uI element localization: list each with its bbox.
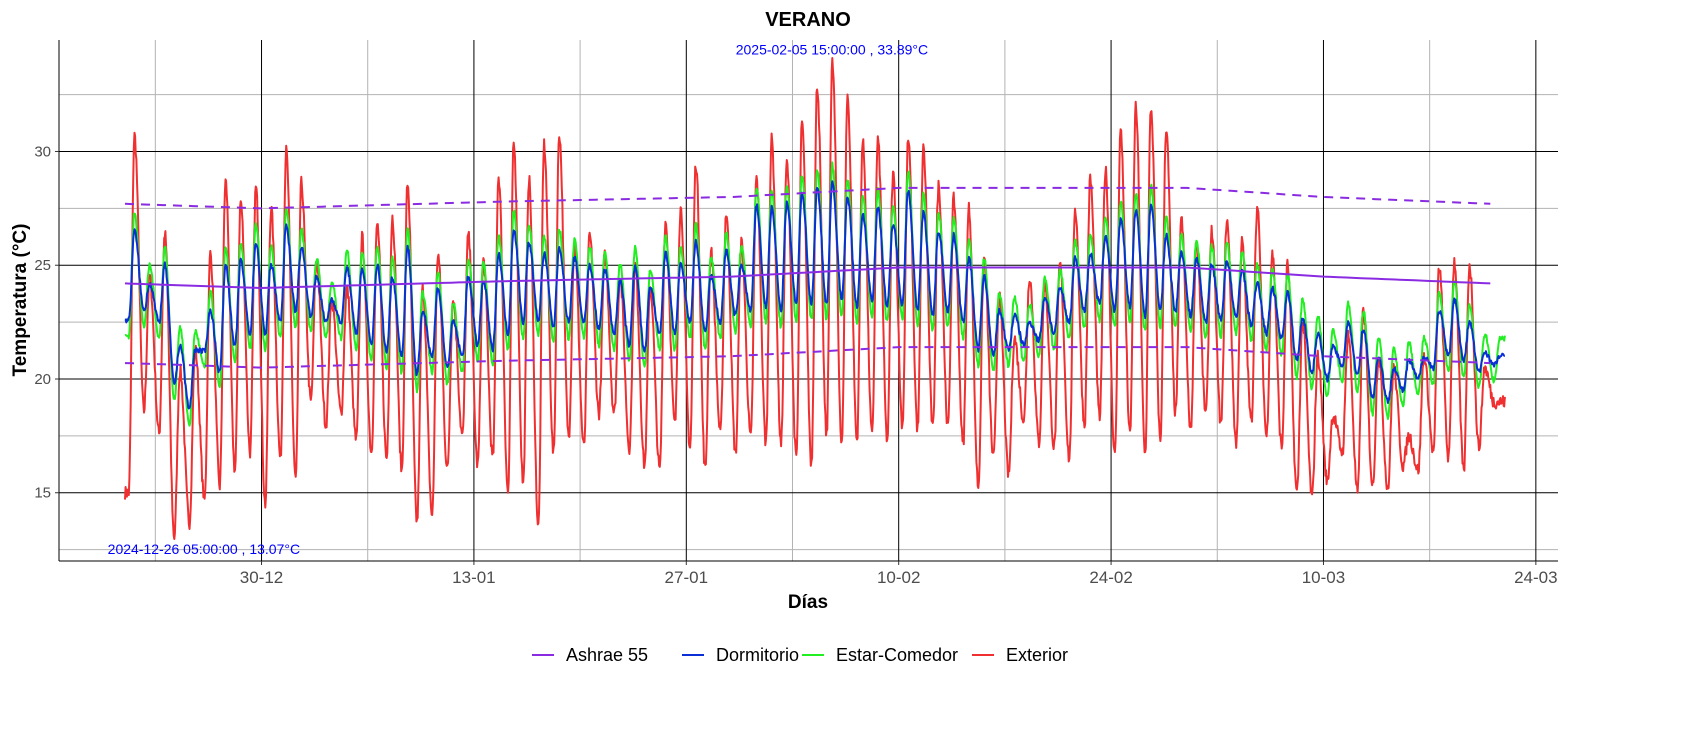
legend: Ashrae 55 Dormitorio Estar-Comedor Exterior <box>532 645 1068 665</box>
legend-item: Exterior <box>972 645 1068 665</box>
axis-ticks: 15 20 25 30 30-12 13-01 27-01 10-02 24-02 10-03 24… <box>34 143 1557 587</box>
legend-label: Exterior <box>1006 645 1068 665</box>
legend-item: Estar-Comedor <box>802 645 958 665</box>
annotation-min: 2024-12-26 05:00:00 , 13.07°C <box>108 541 300 557</box>
ashrae-upper-limit-line <box>124 186 1491 210</box>
x-tick-label: 10-02 <box>877 568 920 587</box>
x-tick-label: 10-03 <box>1302 568 1345 587</box>
y-tick-label: 25 <box>34 257 51 274</box>
x-tick-label: 24-02 <box>1089 568 1132 587</box>
y-tick-label: 30 <box>34 143 51 160</box>
y-tick-label: 20 <box>34 371 51 388</box>
annotations: 2024-12-26 05:00:00 , 13.07°C 2025-02-05 … <box>108 41 928 557</box>
x-tick-label: 24-03 <box>1514 568 1557 587</box>
annotation-max: 2025-02-05 15:00:00 , 33.89°C <box>736 41 928 57</box>
x-axis-label: Días <box>788 592 828 613</box>
ashrae-lower-limit-line <box>124 346 1491 369</box>
legend-label: Estar-Comedor <box>836 645 958 665</box>
legend-label: Dormitorio <box>716 645 799 665</box>
legend-label: Ashrae 55 <box>566 645 648 665</box>
x-tick-label: 27-01 <box>665 568 708 587</box>
x-tick-label: 30-12 <box>240 568 283 587</box>
y-tick-label: 15 <box>34 485 51 502</box>
legend-item: Ashrae 55 <box>532 645 648 665</box>
legend-item: Dormitorio <box>682 645 799 665</box>
x-tick-label: 13-01 <box>452 568 495 587</box>
series-layer <box>124 57 1506 540</box>
chart-title: VERANO <box>765 9 851 31</box>
y-axis-label: Temperatura (°C) <box>10 224 31 377</box>
series-dormitorio-line <box>124 180 1506 410</box>
ashrae-neutral-line <box>124 266 1491 289</box>
